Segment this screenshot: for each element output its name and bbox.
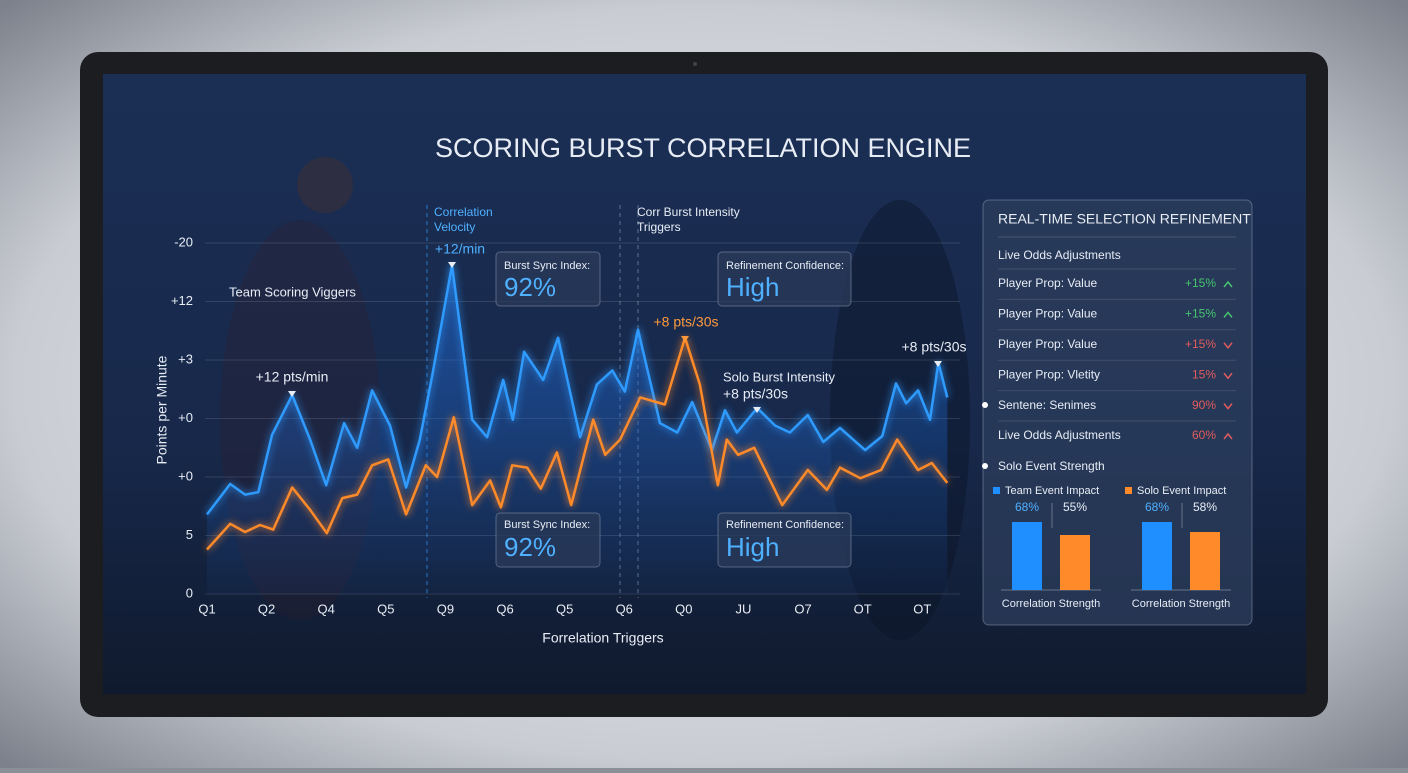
x-tick-label: JU — [736, 601, 752, 616]
line — [206, 336, 949, 551]
trend-arrow — [1223, 403, 1233, 410]
card-box — [717, 512, 852, 568]
data-label: 58% — [1193, 500, 1217, 514]
trend-arrow — [1223, 432, 1233, 440]
x-tick-label: OT — [913, 601, 931, 616]
marker — [448, 262, 456, 268]
annotation: Corr Burst Intensity — [637, 205, 740, 219]
card: Refinement Confidence: High — [717, 251, 852, 307]
y-tick-label: -20 — [174, 234, 193, 249]
card-value: 92% — [504, 272, 556, 302]
title: SCORING BURST CORRELATION ENGINE — [435, 133, 971, 163]
legend-label: Team Event Impact — [1005, 485, 1099, 497]
row-label: Sentene: Senimes — [998, 398, 1096, 412]
x-tick-label: Q2 — [258, 601, 275, 616]
y-tick-label: 5 — [186, 527, 193, 542]
row-value: 60% — [1192, 428, 1216, 442]
x-axis-label: Forrelation Triggers — [542, 630, 663, 646]
annotation: Solo Burst Intensity — [723, 369, 835, 384]
row-value: 15% — [1192, 367, 1216, 381]
dot — [982, 402, 988, 408]
bg-ball — [297, 157, 353, 213]
card-box — [717, 251, 852, 307]
card-label: Refinement Confidence: — [726, 519, 844, 531]
data-label: 68% — [1145, 500, 1169, 514]
card-value: High — [726, 532, 779, 562]
x-tick-label: Q5 — [377, 601, 394, 616]
annotation: Correlation — [434, 205, 493, 219]
row-label: Player Prop: Vletity — [998, 367, 1100, 381]
annotation: +8 pts/30s — [723, 386, 788, 402]
marker — [753, 407, 761, 413]
card-value: 92% — [504, 532, 556, 562]
marker — [288, 391, 296, 397]
x-tick-label: Q0 — [675, 601, 692, 616]
y-tick-label: +12 — [171, 293, 193, 308]
card-box — [495, 512, 601, 568]
legend-swatch — [993, 487, 1000, 494]
y-tick-label: +0 — [178, 410, 193, 425]
x-tick-label: OT — [854, 601, 872, 616]
row-value: +15% — [1185, 337, 1216, 351]
data-label: 68% — [1015, 500, 1039, 514]
annotation: Team Scoring Viggers — [229, 284, 356, 299]
annotation: +8 pts/30s — [654, 314, 719, 330]
annotation: Triggers — [637, 220, 681, 234]
row-label: Player Prop: Value — [998, 337, 1097, 351]
legend-label: Solo Event Impact — [1137, 485, 1226, 497]
bar — [1060, 535, 1090, 590]
row-label: Player Prop: Value — [998, 307, 1097, 321]
card: Refinement Confidence: High — [717, 512, 852, 568]
marker — [934, 361, 942, 367]
refinement-panel: REAL-TIME SELECTION REFINEMENT Live Odds… — [982, 199, 1253, 626]
x-tick-label: O7 — [794, 601, 811, 616]
card: Burst Sync Index: 92% — [495, 512, 601, 568]
marker — [681, 336, 689, 342]
line — [206, 263, 949, 516]
x-tick-label: Q4 — [318, 601, 335, 616]
panel-subtitle: Live Odds Adjustments — [998, 248, 1121, 262]
trend-arrow — [1223, 342, 1233, 350]
bar — [1012, 522, 1042, 590]
y-tick-label: +3 — [178, 351, 193, 366]
x-tick-label: Q9 — [437, 601, 454, 616]
x-tick-label: Q5 — [556, 601, 573, 616]
card-value: High — [726, 272, 779, 302]
legend-swatch — [1125, 487, 1132, 494]
row-value: +15% — [1185, 276, 1216, 290]
row-value: 90% — [1192, 398, 1216, 412]
x-tick-label: Q6 — [496, 601, 513, 616]
annotation: +8 pts/30s — [902, 339, 967, 355]
x-tick-label: Correlation Strength — [1002, 598, 1100, 610]
card-label: Burst Sync Index: — [504, 260, 590, 272]
panel-box — [982, 199, 1253, 626]
trend-arrow — [1223, 372, 1233, 380]
x-tick-label: Correlation Strength — [1132, 598, 1230, 610]
annotation: +12 pts/min — [256, 369, 329, 385]
bar — [1142, 522, 1172, 590]
y-axis-label: Points per Minute — [154, 355, 170, 464]
trend-arrow — [1223, 311, 1233, 318]
row-label: Player Prop: Value — [998, 276, 1097, 290]
row-label: Live Odds Adjustments — [998, 428, 1121, 442]
panel-title: REAL-TIME SELECTION REFINEMENT — [998, 211, 1251, 227]
card: Burst Sync Index: 92% — [495, 251, 601, 307]
y-tick-label: 0 — [186, 585, 193, 600]
x-tick-label: Q1 — [198, 601, 215, 616]
dot — [982, 463, 988, 469]
camera — [693, 62, 697, 66]
x-tick-label: Q6 — [616, 601, 633, 616]
card-label: Burst Sync Index: — [504, 519, 590, 531]
annotation: +12/min — [435, 241, 485, 257]
panel-section: Solo Event Strength — [998, 459, 1105, 473]
card-label: Refinement Confidence: — [726, 260, 844, 272]
card-box — [495, 251, 601, 307]
y-tick-label: +0 — [178, 468, 193, 483]
bar — [1190, 532, 1220, 590]
row-value: +15% — [1185, 307, 1216, 321]
annotation: Velocity — [434, 220, 475, 234]
data-label: 55% — [1063, 500, 1087, 514]
trend-arrow — [1223, 280, 1233, 288]
